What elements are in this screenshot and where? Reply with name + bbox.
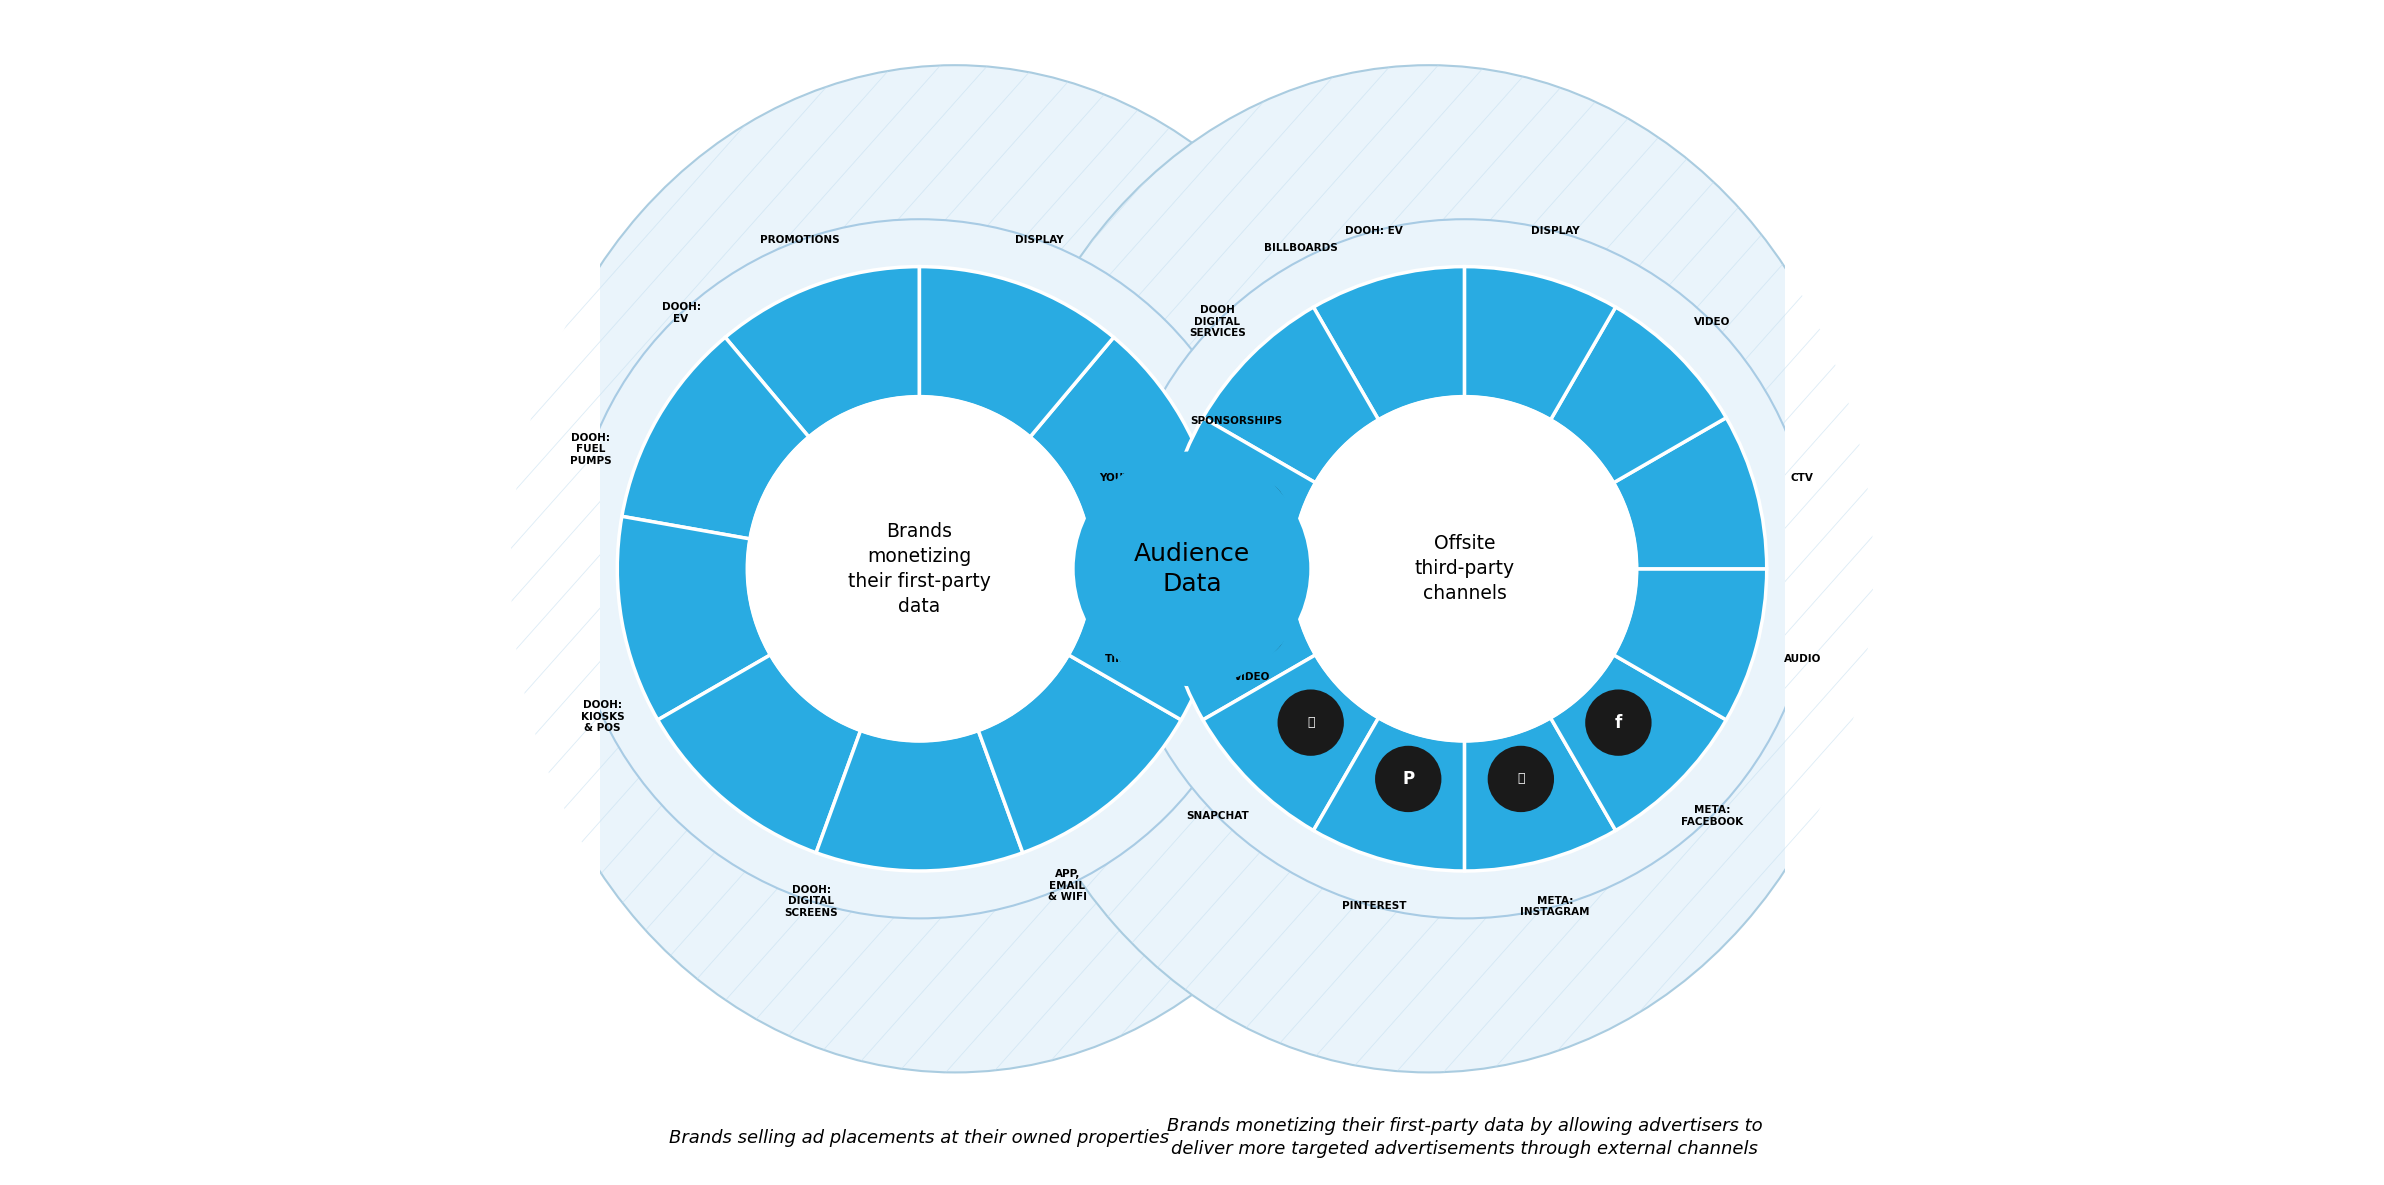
- Text: Brands
monetizing
their first-party
data: Brands monetizing their first-party data: [849, 521, 992, 616]
- Ellipse shape: [1001, 83, 1855, 1055]
- Text: DOOH:
KIOSKS
& POS: DOOH: KIOSKS & POS: [582, 700, 625, 734]
- Wedge shape: [1464, 718, 1616, 871]
- Wedge shape: [1163, 418, 1316, 569]
- Circle shape: [1075, 451, 1309, 686]
- Text: SNAPCHAT: SNAPCHAT: [1185, 811, 1249, 821]
- Text: META:
FACEBOOK: META: FACEBOOK: [1681, 805, 1743, 827]
- Circle shape: [1376, 745, 1442, 812]
- Text: Brands selling ad placements at their owned properties: Brands selling ad placements at their ow…: [670, 1128, 1171, 1147]
- Circle shape: [1221, 592, 1287, 659]
- Text: CTV: CTV: [1790, 473, 1814, 483]
- Wedge shape: [725, 267, 920, 437]
- Text: DOOH:
DIGITAL
SCREENS: DOOH: DIGITAL SCREENS: [784, 885, 839, 918]
- Wedge shape: [1163, 569, 1316, 720]
- Circle shape: [1488, 745, 1554, 812]
- Text: DISPLAY: DISPLAY: [1531, 226, 1578, 236]
- Text: SPONSORSHIPS: SPONSORSHIPS: [1190, 416, 1283, 427]
- Text: DOOH
DIGITAL
SERVICES: DOOH DIGITAL SERVICES: [1190, 305, 1247, 338]
- Text: META:
INSTAGRAM: META: INSTAGRAM: [1521, 896, 1590, 917]
- Text: 👻: 👻: [1306, 716, 1314, 729]
- Text: Offsite
third-party
channels: Offsite third-party channels: [1414, 534, 1514, 603]
- Text: f: f: [1614, 713, 1621, 731]
- Text: Brands monetizing their first-party data by allowing advertisers to
deliver more: Brands monetizing their first-party data…: [1166, 1116, 1762, 1159]
- Wedge shape: [622, 338, 808, 539]
- Circle shape: [541, 190, 1299, 948]
- Wedge shape: [815, 730, 1023, 871]
- Text: DOOH: EV: DOOH: EV: [1345, 226, 1402, 236]
- Wedge shape: [977, 654, 1180, 853]
- Text: VIDEO: VIDEO: [1235, 672, 1271, 681]
- Text: YOUTUBE: YOUTUBE: [1099, 473, 1154, 483]
- Text: AUDIO: AUDIO: [1783, 654, 1821, 665]
- Text: Audience
Data: Audience Data: [1135, 542, 1249, 596]
- Text: ♪: ♪: [1249, 619, 1259, 632]
- Text: APP,
EMAIL
& WIFI: APP, EMAIL & WIFI: [1047, 869, 1087, 902]
- Wedge shape: [1204, 654, 1378, 831]
- Text: ▶: ▶: [1249, 506, 1259, 519]
- Wedge shape: [1464, 267, 1616, 419]
- Text: PINTEREST: PINTEREST: [1342, 902, 1407, 911]
- Wedge shape: [920, 267, 1113, 437]
- Text: 📷: 📷: [1516, 773, 1526, 786]
- Text: DISPLAY: DISPLAY: [1016, 236, 1063, 245]
- Circle shape: [1585, 690, 1652, 756]
- Circle shape: [1085, 190, 1843, 948]
- Circle shape: [1292, 397, 1635, 741]
- Text: TIKTOK: TIKTOK: [1106, 654, 1149, 665]
- Text: BILLBOARDS: BILLBOARDS: [1264, 243, 1337, 254]
- Wedge shape: [1030, 338, 1218, 539]
- Wedge shape: [1614, 569, 1767, 720]
- Circle shape: [749, 397, 1092, 741]
- Wedge shape: [1314, 267, 1464, 419]
- Wedge shape: [1068, 517, 1221, 720]
- Ellipse shape: [529, 83, 1383, 1055]
- Text: VIDEO: VIDEO: [1693, 316, 1731, 327]
- Text: P: P: [1402, 770, 1414, 788]
- Wedge shape: [658, 654, 861, 853]
- Wedge shape: [1550, 307, 1726, 483]
- Circle shape: [1116, 219, 1814, 918]
- Text: PROMOTIONS: PROMOTIONS: [760, 236, 839, 245]
- Wedge shape: [617, 517, 770, 720]
- Circle shape: [1278, 690, 1345, 756]
- Wedge shape: [1314, 718, 1464, 871]
- Text: DOOH:
EV: DOOH: EV: [660, 302, 701, 324]
- Wedge shape: [1550, 654, 1726, 831]
- Ellipse shape: [985, 65, 1874, 1072]
- Text: DOOH:
FUEL
PUMPS: DOOH: FUEL PUMPS: [570, 433, 613, 466]
- Wedge shape: [1614, 418, 1767, 569]
- Circle shape: [570, 219, 1268, 918]
- Wedge shape: [1204, 307, 1378, 483]
- Circle shape: [1221, 479, 1287, 545]
- Ellipse shape: [510, 65, 1399, 1072]
